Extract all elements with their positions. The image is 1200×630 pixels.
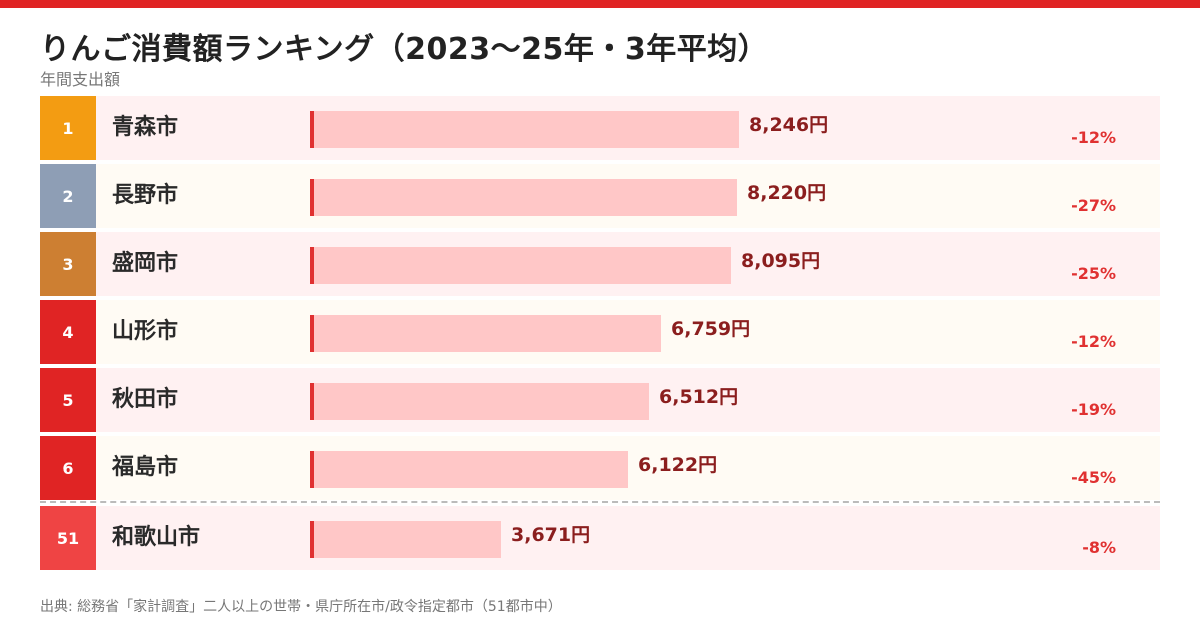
top-accent-bar bbox=[0, 0, 1200, 8]
value-bar bbox=[310, 451, 628, 488]
value-label: 8,246円 bbox=[749, 114, 829, 136]
city-label: 盛岡市 bbox=[112, 251, 179, 276]
ranking-row: 51 和歌山市 3,671円 -8% bbox=[40, 506, 1160, 570]
change-label: -8% bbox=[1082, 538, 1116, 557]
value-bar bbox=[310, 179, 737, 216]
value-label: 6,512円 bbox=[659, 386, 739, 408]
change-label: -19% bbox=[1071, 400, 1116, 419]
value-bar-edge bbox=[310, 247, 314, 284]
value-bar-edge bbox=[310, 179, 314, 216]
value-bar-edge bbox=[310, 383, 314, 420]
rank-badge: 51 bbox=[40, 506, 96, 570]
rank-badge: 1 bbox=[40, 96, 96, 160]
city-label: 福島市 bbox=[112, 455, 179, 480]
ranking-row: 1 青森市 8,246円 -12% bbox=[40, 96, 1160, 160]
value-bar-edge bbox=[310, 111, 314, 148]
chart-subtitle: 年間支出額 bbox=[40, 70, 121, 89]
rank-gap-divider bbox=[40, 501, 1160, 503]
value-bar bbox=[310, 111, 739, 148]
change-label: -12% bbox=[1071, 128, 1116, 147]
chart-title: りんご消費額ランキング（2023〜25年・3年平均） bbox=[40, 32, 769, 67]
change-label: -45% bbox=[1071, 468, 1116, 487]
change-label: -12% bbox=[1071, 332, 1116, 351]
rank-badge: 5 bbox=[40, 368, 96, 432]
value-label: 6,122円 bbox=[638, 454, 718, 476]
city-label: 秋田市 bbox=[112, 387, 179, 412]
value-bar bbox=[310, 315, 661, 352]
value-label: 6,759円 bbox=[671, 318, 751, 340]
change-label: -25% bbox=[1071, 264, 1116, 283]
city-label: 山形市 bbox=[112, 319, 179, 344]
ranking-row: 4 山形市 6,759円 -12% bbox=[40, 300, 1160, 364]
value-bar bbox=[310, 521, 501, 558]
value-bar-edge bbox=[310, 315, 314, 352]
ranking-bar-chart: 1 青森市 8,246円 -12% 2 長野市 8,220円 -27% 3 盛岡市 8,095円 -2… bbox=[40, 96, 1160, 572]
city-label: 和歌山市 bbox=[112, 525, 201, 550]
value-bar bbox=[310, 383, 649, 420]
change-label: -27% bbox=[1071, 196, 1116, 215]
value-label: 8,220円 bbox=[747, 182, 827, 204]
value-bar-edge bbox=[310, 451, 314, 488]
rank-badge: 4 bbox=[40, 300, 96, 364]
ranking-row: 5 秋田市 6,512円 -19% bbox=[40, 368, 1160, 432]
rank-badge: 6 bbox=[40, 436, 96, 500]
value-label: 3,671円 bbox=[511, 524, 591, 546]
ranking-row: 2 長野市 8,220円 -27% bbox=[40, 164, 1160, 228]
value-bar bbox=[310, 247, 731, 284]
rank-badge: 2 bbox=[40, 164, 96, 228]
rank-badge: 3 bbox=[40, 232, 96, 296]
ranking-row: 6 福島市 6,122円 -45% bbox=[40, 436, 1160, 500]
ranking-row: 3 盛岡市 8,095円 -25% bbox=[40, 232, 1160, 296]
value-bar-edge bbox=[310, 521, 314, 558]
source-note: 出典: 総務省「家計調査」二人以上の世帯・県庁所在市/政令指定都市（51都市中） bbox=[40, 599, 562, 615]
value-label: 8,095円 bbox=[741, 250, 821, 272]
city-label: 青森市 bbox=[112, 115, 179, 140]
city-label: 長野市 bbox=[112, 183, 179, 208]
